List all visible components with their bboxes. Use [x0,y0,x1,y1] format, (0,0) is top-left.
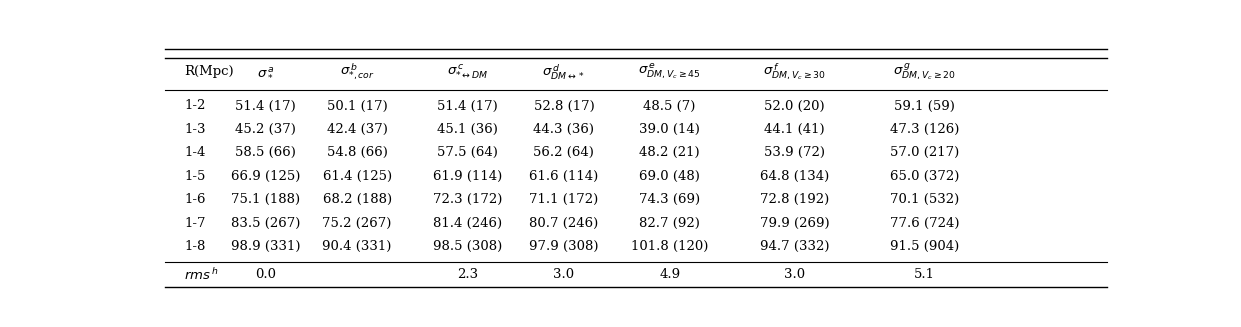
Text: 81.4 (246): 81.4 (246) [433,216,503,230]
Text: 42.4 (37): 42.4 (37) [326,123,387,136]
Text: 65.0 (372): 65.0 (372) [890,170,959,183]
Text: 61.9 (114): 61.9 (114) [433,170,503,183]
Text: 53.9 (72): 53.9 (72) [764,146,825,159]
Text: 44.3 (36): 44.3 (36) [534,123,594,136]
Text: 1-2: 1-2 [184,99,205,112]
Text: 90.4 (331): 90.4 (331) [323,240,392,253]
Text: 50.1 (17): 50.1 (17) [326,99,387,112]
Text: 83.5 (267): 83.5 (267) [231,216,300,230]
Text: 68.2 (188): 68.2 (188) [323,193,392,206]
Text: 57.0 (217): 57.0 (217) [890,146,959,159]
Text: 98.5 (308): 98.5 (308) [433,240,503,253]
Text: 51.4 (17): 51.4 (17) [437,99,498,112]
Text: R(Mpc): R(Mpc) [184,65,233,78]
Text: 2.3: 2.3 [457,268,478,281]
Text: 54.8 (66): 54.8 (66) [326,146,387,159]
Text: 48.2 (21): 48.2 (21) [639,146,700,159]
Text: 52.8 (17): 52.8 (17) [534,99,594,112]
Text: 3.0: 3.0 [784,268,805,281]
Text: $\sigma_{DM,V_c\geq20}^{\,g}$: $\sigma_{DM,V_c\geq20}^{\,g}$ [894,62,956,82]
Text: 48.5 (7): 48.5 (7) [644,99,696,112]
Text: 57.5 (64): 57.5 (64) [437,146,498,159]
Text: 70.1 (532): 70.1 (532) [890,193,959,206]
Text: $\sigma_{DM,V_c\geq45}^{\,e}$: $\sigma_{DM,V_c\geq45}^{\,e}$ [638,62,701,81]
Text: 64.8 (134): 64.8 (134) [759,170,829,183]
Text: 52.0 (20): 52.0 (20) [764,99,825,112]
Text: 97.9 (308): 97.9 (308) [529,240,598,253]
Text: $\mathit{rms}^{\,h}$: $\mathit{rms}^{\,h}$ [184,267,218,283]
Text: 72.3 (172): 72.3 (172) [433,193,503,206]
Text: 91.5 (904): 91.5 (904) [890,240,959,253]
Text: 74.3 (69): 74.3 (69) [639,193,700,206]
Text: 51.4 (17): 51.4 (17) [236,99,297,112]
Text: 1-7: 1-7 [184,216,206,230]
Text: 98.9 (331): 98.9 (331) [231,240,300,253]
Text: 1-8: 1-8 [184,240,205,253]
Text: 47.3 (126): 47.3 (126) [890,123,959,136]
Text: 1-6: 1-6 [184,193,206,206]
Text: 56.2 (64): 56.2 (64) [534,146,594,159]
Text: $\sigma_{DM,V_c\geq30}^{\,f}$: $\sigma_{DM,V_c\geq30}^{\,f}$ [763,61,827,82]
Text: 3.0: 3.0 [553,268,575,281]
Text: 71.1 (172): 71.1 (172) [529,193,598,206]
Text: 1-4: 1-4 [184,146,205,159]
Text: 82.7 (92): 82.7 (92) [639,216,700,230]
Text: 4.9: 4.9 [659,268,680,281]
Text: 69.0 (48): 69.0 (48) [639,170,700,183]
Text: 45.1 (36): 45.1 (36) [437,123,498,136]
Text: 66.9 (125): 66.9 (125) [231,170,300,183]
Text: 94.7 (332): 94.7 (332) [759,240,829,253]
Text: $\sigma_{DM\leftrightarrow *}^{\,d}$: $\sigma_{DM\leftrightarrow *}^{\,d}$ [542,62,586,82]
Text: 1-5: 1-5 [184,170,205,183]
Text: 59.1 (59): 59.1 (59) [894,99,956,112]
Text: 101.8 (120): 101.8 (120) [630,240,709,253]
Text: $\sigma_*^{\,a}$: $\sigma_*^{\,a}$ [257,65,274,78]
Text: 58.5 (66): 58.5 (66) [236,146,297,159]
Text: 79.9 (269): 79.9 (269) [759,216,829,230]
Text: $\sigma_{*\leftrightarrow DM}^{\,c}$: $\sigma_{*\leftrightarrow DM}^{\,c}$ [447,63,489,81]
Text: 77.6 (724): 77.6 (724) [890,216,959,230]
Text: 72.8 (192): 72.8 (192) [759,193,829,206]
Text: 61.6 (114): 61.6 (114) [529,170,598,183]
Text: 45.2 (37): 45.2 (37) [236,123,297,136]
Text: 0.0: 0.0 [256,268,277,281]
Text: 75.2 (267): 75.2 (267) [323,216,392,230]
Text: 80.7 (246): 80.7 (246) [529,216,598,230]
Text: $\sigma_{*,cor}^{\,b}$: $\sigma_{*,cor}^{\,b}$ [340,61,375,82]
Text: 1-3: 1-3 [184,123,206,136]
Text: 39.0 (14): 39.0 (14) [639,123,700,136]
Text: 75.1 (188): 75.1 (188) [231,193,300,206]
Text: 61.4 (125): 61.4 (125) [323,170,392,183]
Text: 44.1 (41): 44.1 (41) [764,123,825,136]
Text: 5.1: 5.1 [915,268,934,281]
